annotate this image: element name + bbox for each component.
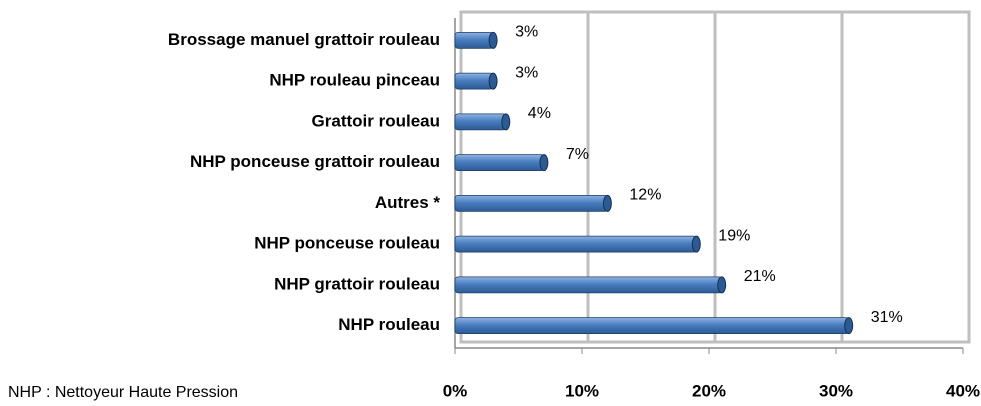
y-tick-label: NHP rouleau <box>338 315 440 334</box>
value-label: 31% <box>871 309 903 326</box>
y-tick-label: Grattoir rouleau <box>312 111 440 130</box>
x-tick-label: 0% <box>443 381 468 400</box>
bar <box>454 194 608 212</box>
value-label: 12% <box>629 187 661 204</box>
bar <box>454 72 494 90</box>
bar-cap <box>539 154 549 172</box>
value-label: 21% <box>744 268 776 285</box>
value-label: 4% <box>528 105 551 122</box>
y-tick-label: Autres * <box>375 193 441 212</box>
y-tick-label: Brossage manuel grattoir rouleau <box>168 30 440 49</box>
bar <box>454 235 697 253</box>
bar <box>454 276 723 294</box>
y-tick-label: NHP grattoir rouleau <box>274 274 440 293</box>
bar-cap <box>691 235 701 253</box>
x-tick-label: 30% <box>819 381 853 400</box>
value-label: 3% <box>515 64 538 81</box>
y-tick-label: NHP ponceuse grattoir rouleau <box>190 152 440 171</box>
y-tick-label: NHP ponceuse rouleau <box>254 234 440 253</box>
value-label: 3% <box>515 24 538 41</box>
bar <box>454 317 850 335</box>
y-tick-label: NHP rouleau pinceau <box>269 71 440 90</box>
bar-cap <box>501 113 511 131</box>
x-tick-label: 40% <box>946 381 980 400</box>
bar-cap <box>602 194 612 212</box>
bar-cap <box>717 276 727 294</box>
bar <box>454 31 494 49</box>
bar <box>454 113 507 131</box>
x-tick-label: 20% <box>692 381 726 400</box>
bar-cap <box>488 31 498 49</box>
bar-cap <box>488 72 498 90</box>
footnote: NHP : Nettoyeur Haute Pression <box>8 384 238 401</box>
value-label: 7% <box>566 146 589 163</box>
bar <box>454 154 545 172</box>
x-tick-label: 10% <box>565 381 599 400</box>
bar-cap <box>844 317 854 335</box>
value-label: 19% <box>718 227 750 244</box>
